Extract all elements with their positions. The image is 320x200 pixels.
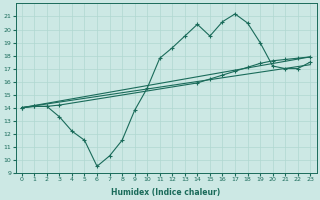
X-axis label: Humidex (Indice chaleur): Humidex (Indice chaleur) — [111, 188, 221, 197]
